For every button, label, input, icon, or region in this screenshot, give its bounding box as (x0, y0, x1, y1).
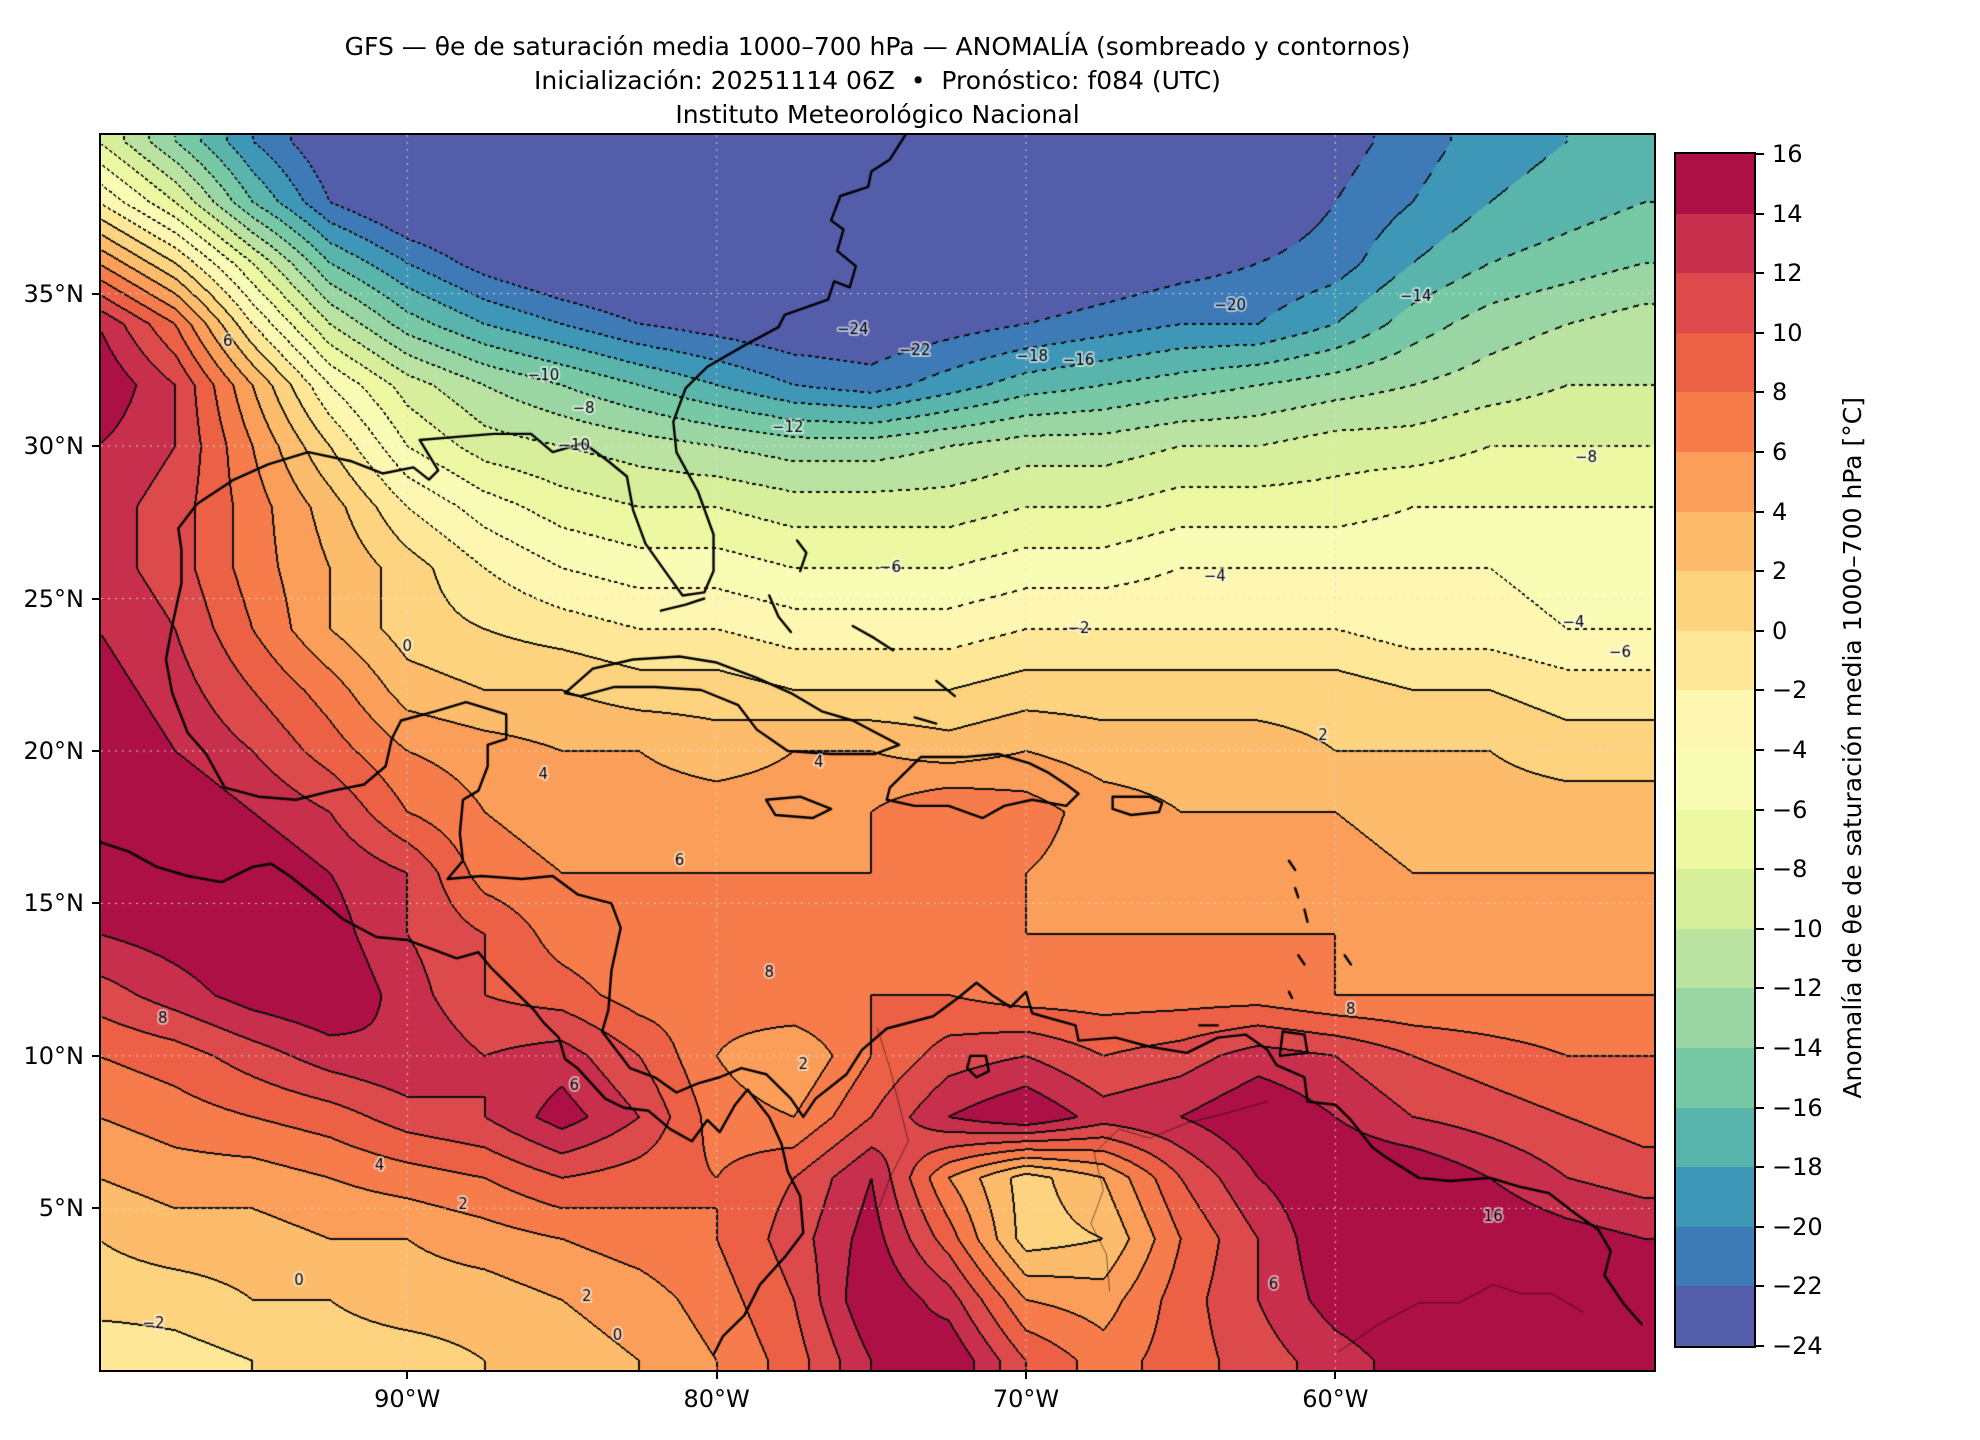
colorbar-segment (1676, 1286, 1754, 1346)
colorbar-tick-mark (1756, 570, 1764, 573)
x-tick-label: 90°W (374, 1385, 441, 1413)
colorbar-tick-label: −14 (1772, 1034, 1823, 1062)
colorbar-tick-label: −22 (1772, 1272, 1823, 1301)
y-tick-mark (92, 1054, 101, 1057)
colorbar-tick-mark (1756, 1166, 1764, 1169)
x-tick-label: 80°W (683, 1385, 750, 1413)
colorbar-segment (1676, 571, 1754, 631)
colorbar-tick-mark (1756, 1345, 1764, 1347)
colorbar-segment (1676, 988, 1754, 1048)
chart-title: GFS — θe de saturación media 1000–700 hP… (344, 32, 1411, 61)
colorbar-segment (1676, 154, 1754, 214)
colorbar-segment (1676, 1167, 1754, 1227)
y-tick-mark (92, 902, 101, 905)
colorbar-tick-mark (1756, 689, 1764, 692)
colorbar-segment (1676, 511, 1754, 572)
colorbar-segment (1676, 869, 1754, 929)
colorbar-tick-mark (1756, 510, 1764, 513)
colorbar-tick-label: 10 (1772, 318, 1803, 347)
x-tick-mark (715, 1370, 718, 1379)
y-tick-mark (92, 1207, 101, 1210)
colorbar-tick-label: 8 (1772, 378, 1788, 407)
y-tick-mark (92, 292, 101, 295)
anomaly-map-canvas (101, 135, 1654, 1370)
colorbar-tick-label: 16 (1772, 140, 1803, 168)
colorbar-label-text: Anomalía de θe de saturación media 1000–… (1838, 397, 1867, 1099)
colorbar-segment (1676, 392, 1754, 452)
y-tick-label: 25°N (23, 584, 85, 613)
y-tick-label: 35°N (23, 279, 85, 308)
y-tick-label: 20°N (23, 736, 85, 765)
colorbar-segment (1676, 749, 1754, 810)
figure-titles: GFS — θe de saturación media 1000–700 hP… (101, 30, 1654, 132)
y-tick-mark (92, 749, 101, 752)
colorbar-segment (1676, 1047, 1754, 1108)
colorbar-tick-mark (1756, 212, 1764, 215)
colorbar-tick-label: −8 (1772, 855, 1808, 884)
x-tick-label: 60°W (1302, 1385, 1369, 1413)
colorbar-tick-label: −12 (1772, 974, 1823, 1003)
colorbar-segment (1676, 451, 1754, 512)
colorbar-tick-mark (1756, 391, 1764, 394)
colorbar-tick-mark (1756, 1047, 1764, 1049)
colorbar-tick-label: −10 (1772, 914, 1823, 943)
colorbar-tick-label: −24 (1772, 1332, 1823, 1360)
y-tick-label: 15°N (23, 889, 85, 918)
colorbar-tick-label: 0 (1772, 616, 1788, 645)
colorbar-tick-mark (1756, 868, 1764, 871)
x-tick-mark (406, 1370, 409, 1379)
colorbar-segment (1676, 332, 1754, 393)
colorbar-tick-label: 6 (1772, 438, 1788, 466)
colorbar-tick-mark (1756, 153, 1764, 155)
colorbar-tick-label: −16 (1772, 1093, 1823, 1122)
colorbar-tick-label: −18 (1772, 1153, 1823, 1182)
y-tick-label: 5°N (38, 1194, 84, 1223)
x-tick-mark (1024, 1370, 1027, 1379)
colorbar-segment (1676, 690, 1754, 750)
chart-subtitle: Inicialización: 20251114 06Z • Pronóstic… (534, 66, 1221, 95)
colorbar-tick-label: −2 (1772, 676, 1808, 705)
colorbar-label: Anomalía de θe de saturación media 1000–… (1838, 152, 1867, 1344)
chart-institution: Instituto Meteorológico Nacional (675, 100, 1080, 129)
colorbar-segment (1676, 630, 1754, 691)
colorbar-tick-label: 2 (1772, 557, 1788, 586)
colorbar-segment (1676, 1107, 1754, 1168)
colorbar-segment (1676, 213, 1754, 274)
colorbar-tick-mark (1756, 1285, 1764, 1288)
y-tick-label: 10°N (23, 1041, 85, 1070)
colorbar-tick-label: 4 (1772, 497, 1788, 526)
y-tick-mark (92, 445, 101, 448)
colorbar-tick-label: −6 (1772, 795, 1808, 824)
colorbar-tick-label: 14 (1772, 199, 1803, 228)
colorbar (1674, 152, 1756, 1348)
y-tick-label: 30°N (23, 432, 85, 461)
x-tick-mark (1334, 1370, 1337, 1379)
y-tick-mark (92, 597, 101, 600)
colorbar-tick-mark (1756, 272, 1764, 275)
colorbar-tick-mark (1756, 331, 1764, 334)
colorbar-tick-mark (1756, 629, 1764, 632)
colorbar-tick-mark (1756, 1106, 1764, 1109)
colorbar-tick-mark (1756, 987, 1764, 990)
colorbar-segment (1676, 1226, 1754, 1287)
colorbar-tick-mark (1756, 451, 1764, 453)
colorbar-tick-label: −20 (1772, 1212, 1823, 1241)
colorbar-tick-label: −4 (1772, 736, 1808, 764)
colorbar-tick-mark (1756, 1225, 1764, 1228)
colorbar-segment (1676, 273, 1754, 333)
colorbar-segment (1676, 928, 1754, 989)
colorbar-segment (1676, 809, 1754, 870)
x-tick-label: 70°W (992, 1385, 1060, 1413)
colorbar-tick-mark (1756, 927, 1764, 930)
colorbar-tick-mark (1756, 808, 1764, 811)
colorbar-tick-label: 12 (1772, 259, 1803, 288)
colorbar-tick-mark (1756, 749, 1764, 751)
